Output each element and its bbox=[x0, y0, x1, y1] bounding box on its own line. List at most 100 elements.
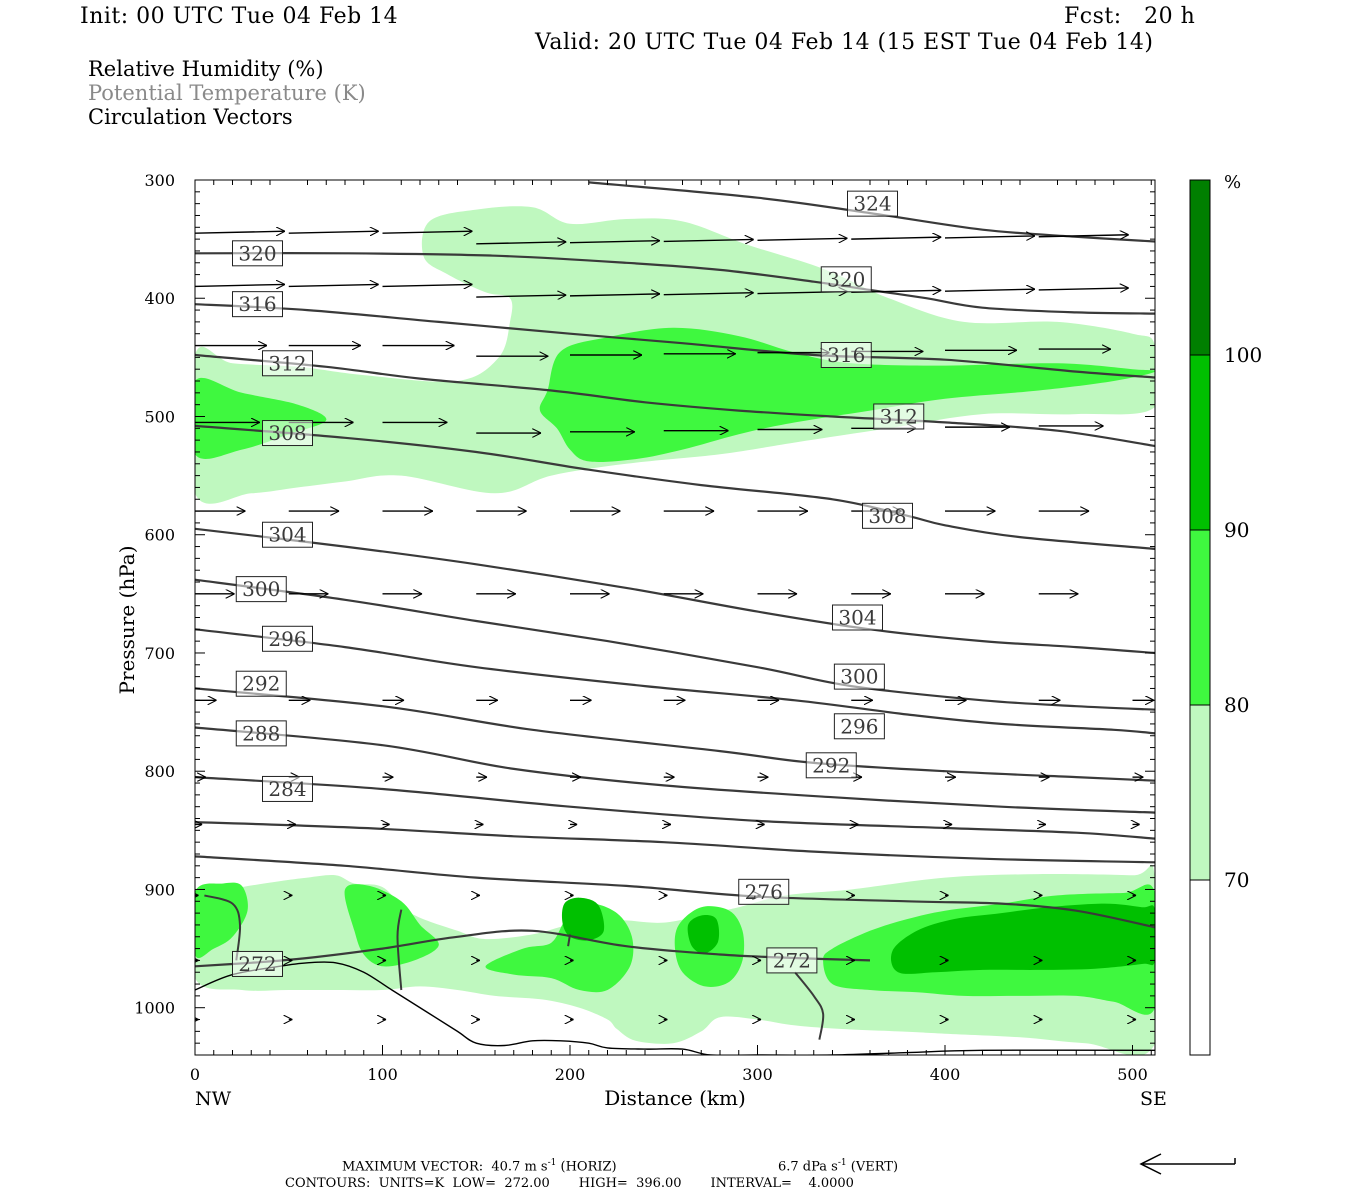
theta-contour-316 bbox=[195, 303, 1155, 379]
contour-fragment-1 bbox=[396, 909, 403, 991]
max-vector-vert: 6.7 dPa s-1 (VERT) bbox=[778, 1158, 899, 1175]
y-tick-700: 700 bbox=[144, 644, 175, 663]
svg-text:292: 292 bbox=[812, 753, 850, 777]
theta-label-320: 320 bbox=[232, 240, 283, 267]
svg-text:300: 300 bbox=[840, 665, 878, 689]
y-tick-900: 900 bbox=[144, 880, 175, 899]
theta-label-304-b: 304 bbox=[832, 604, 883, 631]
rh-region-80-1 bbox=[539, 327, 1155, 462]
vector-0-2 bbox=[382, 231, 473, 233]
vector-1-9 bbox=[1038, 288, 1129, 290]
y-tick-300: 300 bbox=[144, 171, 175, 190]
vector-0-7 bbox=[851, 237, 941, 239]
vector-0-4 bbox=[569, 241, 660, 243]
legend-vectors: Circulation Vectors bbox=[88, 105, 293, 129]
x-tick-400: 400 bbox=[930, 1065, 961, 1084]
rh-region-90-9 bbox=[561, 897, 605, 941]
forecast-hour: Fcst: 20 h bbox=[1064, 4, 1196, 29]
svg-text:304: 304 bbox=[268, 523, 306, 547]
colorbar-segment-0 bbox=[1189, 179, 1211, 356]
theta-label-300: 300 bbox=[235, 576, 287, 603]
vector-0-6 bbox=[757, 238, 848, 240]
colorbar-label-70: 70 bbox=[1224, 868, 1249, 892]
vector-1-2 bbox=[382, 284, 473, 286]
svg-text:324: 324 bbox=[853, 192, 891, 216]
vector-1-4 bbox=[569, 294, 660, 296]
svg-text:292: 292 bbox=[242, 672, 280, 696]
theta-label-308: 308 bbox=[262, 420, 313, 447]
svg-text:284: 284 bbox=[268, 777, 306, 801]
contours-info: CONTOURS: UNITS=K LOW= 272.00 HIGH= 396.… bbox=[285, 1176, 854, 1191]
theta-label-288: 288 bbox=[235, 720, 287, 747]
contour-fragment-2 bbox=[794, 971, 825, 1040]
y-tick-1000: 1000 bbox=[134, 999, 175, 1018]
svg-text:308: 308 bbox=[268, 421, 306, 445]
theta-contour-324 bbox=[588, 181, 1155, 243]
vector-0-9 bbox=[1038, 235, 1129, 237]
x-tick-300: 300 bbox=[742, 1065, 773, 1084]
svg-text:312: 312 bbox=[268, 351, 306, 375]
theta-label-292-b: 292 bbox=[805, 752, 857, 779]
colorbar-segment-4 bbox=[1189, 879, 1211, 1056]
theta-contour-320 bbox=[195, 252, 1155, 315]
y-tick-500: 500 bbox=[144, 407, 175, 426]
vector-0-8 bbox=[944, 236, 1035, 238]
colorbar-segment-1 bbox=[1189, 354, 1211, 531]
reference-vector bbox=[1139, 1153, 1236, 1175]
y-tick-800: 800 bbox=[144, 762, 175, 781]
legend-rh: Relative Humidity (%) bbox=[88, 57, 324, 81]
theta-label-300-b: 300 bbox=[833, 663, 885, 690]
svg-text:320: 320 bbox=[238, 241, 276, 265]
colorbar-label-90: 90 bbox=[1224, 518, 1249, 542]
colorbar-label-80: 80 bbox=[1224, 693, 1249, 717]
vector-1-5 bbox=[663, 293, 754, 295]
theta-label-324: 324 bbox=[847, 190, 898, 217]
svg-text:316: 316 bbox=[238, 292, 276, 316]
rh-region-90-11 bbox=[891, 903, 1155, 974]
theta-label-312-b: 312 bbox=[873, 403, 925, 430]
vector-1-0 bbox=[195, 284, 285, 286]
theta-contour-284 bbox=[195, 776, 1155, 840]
vector-0-3 bbox=[476, 242, 566, 244]
y-tick-400: 400 bbox=[144, 289, 175, 308]
colorbar-segment-2 bbox=[1189, 529, 1211, 706]
theta-contour-300 bbox=[195, 578, 1155, 711]
rh-region-70-3 bbox=[195, 864, 1155, 1055]
theta-label-296: 296 bbox=[262, 625, 313, 652]
theta-contour-288 bbox=[195, 726, 1155, 814]
y-axis-label: Pressure (hPa) bbox=[115, 546, 139, 695]
theta-label-296-b: 296 bbox=[833, 713, 885, 740]
vector-0-1 bbox=[288, 231, 379, 233]
theta-label-320-b: 320 bbox=[820, 266, 872, 293]
svg-text:312: 312 bbox=[880, 404, 918, 428]
theta-label-312: 312 bbox=[262, 350, 313, 377]
theta-label-284: 284 bbox=[262, 775, 313, 802]
rh-region-90-10 bbox=[687, 915, 720, 954]
theta-label-276: 276 bbox=[738, 878, 790, 905]
svg-text:288: 288 bbox=[242, 721, 280, 745]
svg-text:308: 308 bbox=[868, 504, 906, 528]
theta-contour-292 bbox=[195, 687, 1155, 782]
colorbar-unit: % bbox=[1224, 172, 1241, 193]
svg-text:272: 272 bbox=[773, 948, 811, 972]
svg-text:320: 320 bbox=[827, 267, 865, 291]
x-tick-200: 200 bbox=[555, 1065, 586, 1084]
colorbar-label-100: 100 bbox=[1224, 343, 1262, 367]
vector-0-5 bbox=[663, 239, 754, 241]
init-time: Init: 00 UTC Tue 04 Feb 14 bbox=[80, 4, 399, 29]
endpoint-right: SE bbox=[1140, 1088, 1167, 1110]
terrain-line bbox=[195, 961, 1155, 1055]
x-axis-label: Distance (km) bbox=[604, 1086, 746, 1110]
y-tick-600: 600 bbox=[144, 526, 175, 545]
svg-text:304: 304 bbox=[838, 606, 876, 630]
x-tick-500: 500 bbox=[1117, 1065, 1148, 1084]
theta-label-316-b: 316 bbox=[820, 342, 872, 368]
theta-contour-276 bbox=[195, 855, 1155, 929]
theta-contour-296 bbox=[195, 628, 1155, 735]
theta-label-304: 304 bbox=[262, 521, 313, 548]
theta-label-272: 272 bbox=[232, 950, 283, 977]
x-tick-100: 100 bbox=[367, 1065, 398, 1084]
vector-1-3 bbox=[476, 295, 566, 297]
theta-label-272-b: 272 bbox=[766, 947, 818, 974]
